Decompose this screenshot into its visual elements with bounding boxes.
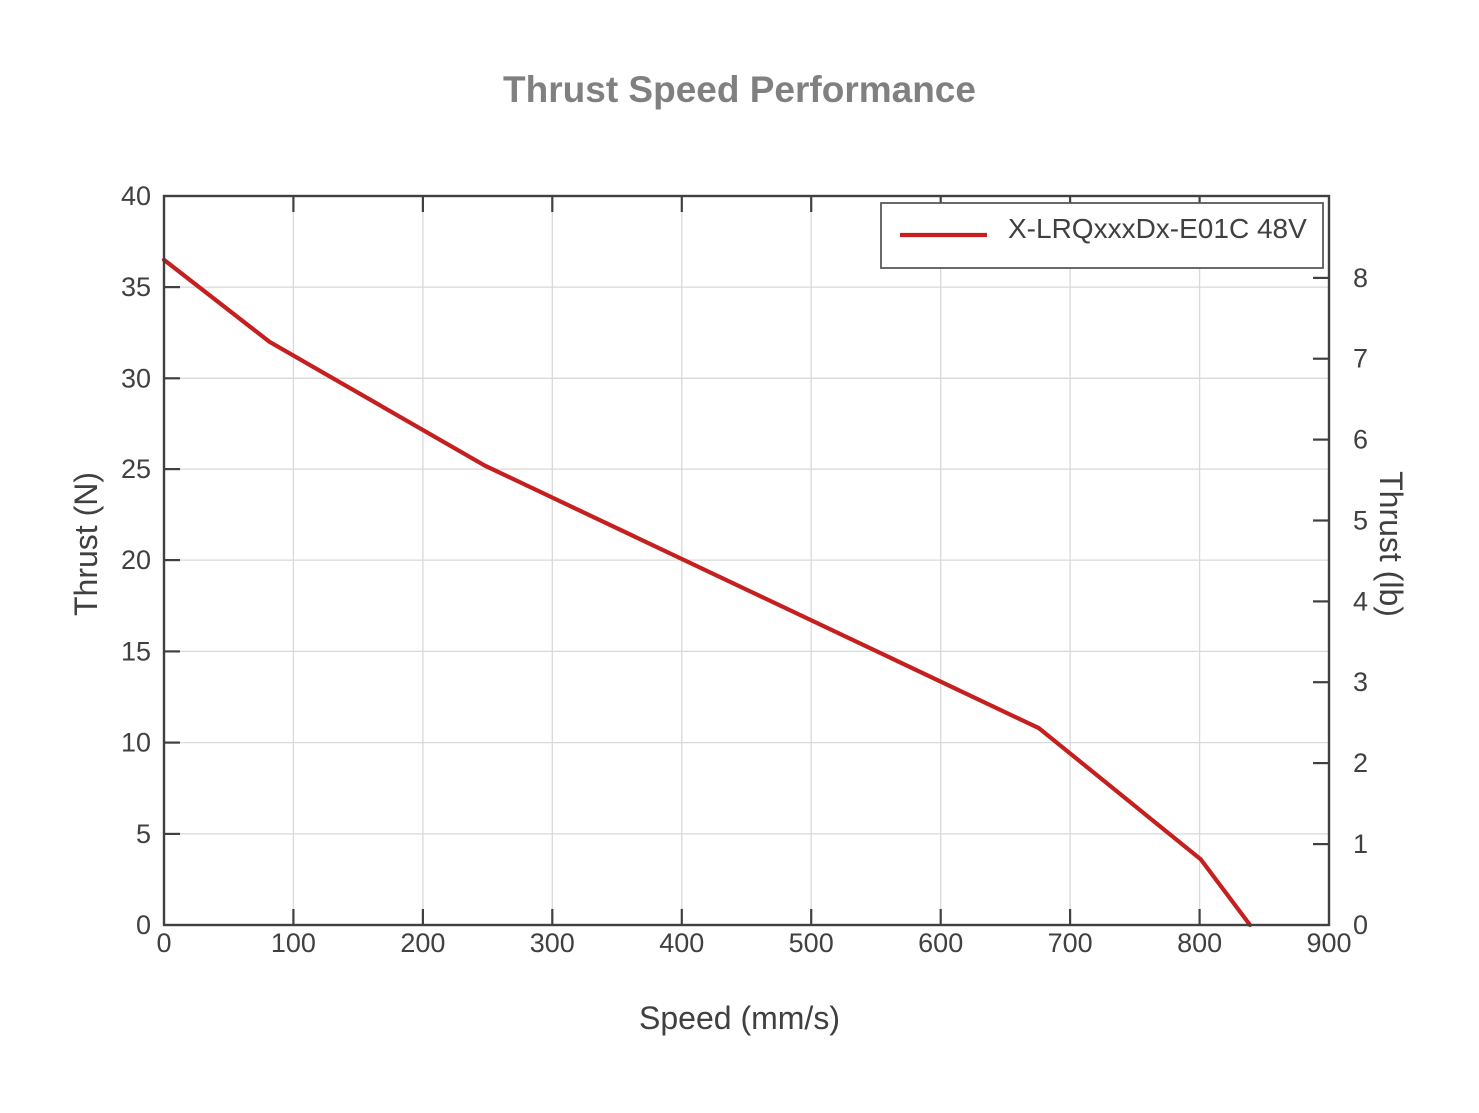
svg-text:300: 300 (530, 928, 575, 958)
svg-text:X-LRQxxxDx-E01C 48V: X-LRQxxxDx-E01C 48V (1008, 213, 1307, 244)
svg-text:4: 4 (1353, 586, 1368, 616)
svg-text:35: 35 (121, 272, 151, 302)
svg-text:700: 700 (1048, 928, 1093, 958)
svg-text:1: 1 (1353, 829, 1368, 859)
svg-text:800: 800 (1177, 928, 1222, 958)
svg-text:600: 600 (918, 928, 963, 958)
svg-text:7: 7 (1353, 344, 1368, 374)
svg-text:0: 0 (156, 928, 171, 958)
svg-text:2: 2 (1353, 748, 1368, 778)
svg-text:100: 100 (271, 928, 316, 958)
svg-text:200: 200 (400, 928, 445, 958)
svg-text:10: 10 (121, 728, 151, 758)
svg-text:5: 5 (136, 819, 151, 849)
svg-text:5: 5 (1353, 506, 1368, 536)
svg-text:8: 8 (1353, 263, 1368, 293)
svg-text:400: 400 (659, 928, 704, 958)
svg-text:3: 3 (1353, 667, 1368, 697)
svg-text:20: 20 (121, 545, 151, 575)
svg-text:6: 6 (1353, 425, 1368, 455)
svg-text:15: 15 (121, 636, 151, 666)
svg-text:0: 0 (136, 910, 151, 940)
svg-text:500: 500 (789, 928, 834, 958)
svg-text:30: 30 (121, 363, 151, 393)
svg-text:900: 900 (1306, 928, 1351, 958)
svg-text:40: 40 (121, 181, 151, 211)
svg-text:25: 25 (121, 454, 151, 484)
svg-text:0: 0 (1353, 910, 1368, 940)
